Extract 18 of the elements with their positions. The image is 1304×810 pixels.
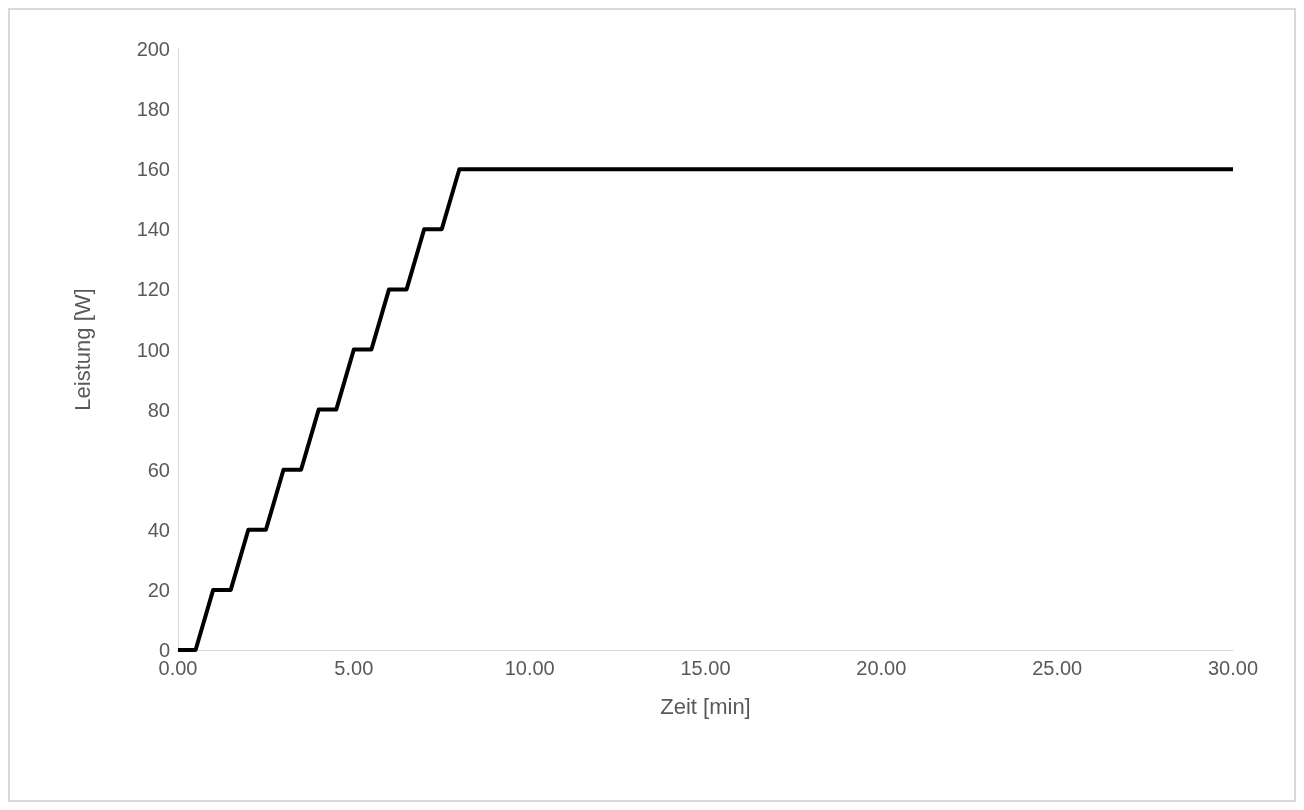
y-axis-title: Leistung [W] [69,288,95,411]
y-tick-label: 100 [136,338,170,361]
y-tick-label: 180 [136,98,170,121]
x-tick-label: 25.00 [1032,657,1083,679]
x-tick-label: 5.00 [334,657,374,679]
y-tick-label: 120 [136,278,170,301]
x-tick-label: 20.00 [856,657,907,679]
y-tick-label: 200 [136,38,170,60]
y-tick-label: 160 [136,158,170,181]
y-tick-label: 140 [136,218,170,241]
x-tick-label: 10.00 [504,657,555,679]
x-tick-label: 30.00 [1207,657,1259,679]
y-tick-label: 20 [147,578,170,601]
y-tick-label: 80 [147,398,170,421]
y-tick-label: 60 [147,458,170,481]
x-axis-title: Zeit [min] [660,693,751,719]
y-tick-label: 40 [147,518,170,541]
x-tick-label: 15.00 [680,657,731,679]
